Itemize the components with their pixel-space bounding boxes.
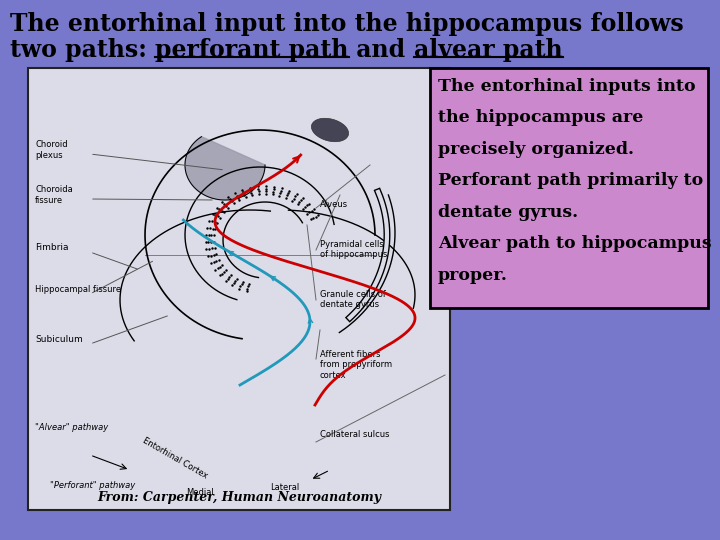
Text: Pyramidal cells
of hippocampus: Pyramidal cells of hippocampus (320, 240, 387, 259)
Text: Medial: Medial (186, 488, 214, 497)
Text: Fimbria: Fimbria (35, 244, 68, 253)
Text: dentate gyrus.: dentate gyrus. (438, 204, 578, 221)
Polygon shape (185, 137, 265, 200)
Text: "Alvear" pathway: "Alvear" pathway (35, 423, 108, 432)
Text: Alveus: Alveus (320, 200, 348, 209)
Text: Lateral: Lateral (271, 483, 300, 492)
Text: The entorhinal inputs into: The entorhinal inputs into (438, 78, 696, 95)
Bar (430, 68, 708, 308)
Text: proper.: proper. (438, 267, 508, 284)
Text: Collateral sulcus: Collateral sulcus (320, 430, 390, 439)
Text: precisely organized.: precisely organized. (438, 141, 634, 158)
Text: alvear path: alvear path (414, 38, 562, 62)
Text: and: and (348, 38, 414, 62)
Text: the hippocampus are: the hippocampus are (438, 110, 644, 126)
Text: Afferent fibers
from prepyriform
cortex: Afferent fibers from prepyriform cortex (320, 350, 392, 380)
Text: Choroid
plexus: Choroid plexus (35, 140, 68, 160)
Text: Entorhinal Cortex: Entorhinal Cortex (141, 435, 209, 480)
Ellipse shape (312, 118, 348, 141)
Text: Choroida
fissure: Choroida fissure (35, 185, 73, 205)
Text: The entorhinal input into the hippocampus follows: The entorhinal input into the hippocampu… (10, 12, 684, 36)
Text: Alvear path to hippocampus: Alvear path to hippocampus (438, 235, 711, 252)
Text: From: Carpenter, Human Neuroanatomy: From: Carpenter, Human Neuroanatomy (97, 491, 381, 504)
Text: two paths:: two paths: (10, 38, 155, 62)
Text: Granule cells of
dentate gyrus: Granule cells of dentate gyrus (320, 290, 386, 309)
Text: perforant path: perforant path (155, 38, 348, 62)
Text: Subiculum: Subiculum (35, 335, 83, 345)
Text: Hippocampal fissure: Hippocampal fissure (35, 286, 121, 294)
Text: Perforant path primarily to: Perforant path primarily to (438, 172, 703, 190)
Bar (28, 68, 450, 510)
Text: "Perforant" pathway: "Perforant" pathway (50, 481, 135, 490)
